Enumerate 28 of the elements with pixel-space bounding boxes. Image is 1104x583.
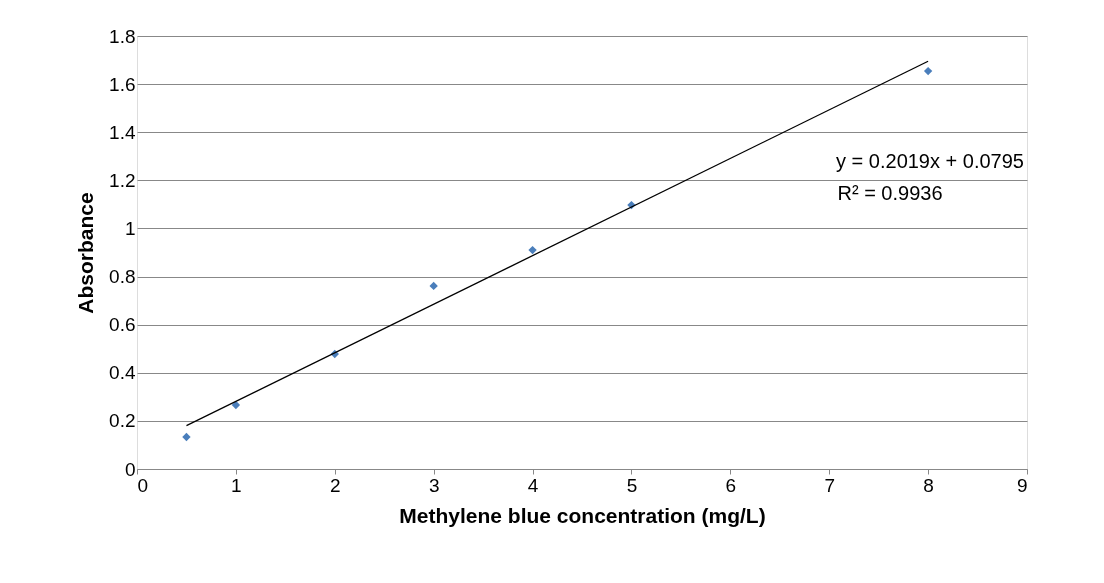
x-tick-label: 2 bbox=[329, 474, 341, 496]
point bbox=[923, 66, 933, 76]
point bbox=[429, 281, 438, 291]
x-tick-label: 8 bbox=[923, 474, 934, 496]
annotation: R² = 0.9936 bbox=[837, 182, 943, 204]
x-tick-label: 5 bbox=[626, 474, 638, 496]
y-tick-label: 1 bbox=[124, 217, 136, 239]
y-tick-label: 0.6 bbox=[109, 314, 136, 336]
y-tick-label: 0 bbox=[124, 458, 136, 480]
y-tick-label: 0.4 bbox=[109, 362, 136, 384]
x-tick-label: 9 bbox=[1016, 474, 1028, 496]
y-axis-title: Absorbance bbox=[74, 192, 98, 314]
y-tick-label: 0.2 bbox=[109, 410, 136, 432]
x-axis-title: Methylene blue concentration (mg/L) bbox=[399, 503, 766, 527]
annotation: y = 0.2019x + 0.0795 bbox=[836, 150, 1024, 172]
y-tick-label: 1.6 bbox=[109, 73, 136, 95]
y-tick-label: 1.4 bbox=[109, 121, 136, 143]
point bbox=[182, 432, 191, 442]
point bbox=[231, 400, 241, 410]
y-tick-label: 1.2 bbox=[109, 169, 136, 191]
y-tick-label: 1.8 bbox=[109, 25, 136, 47]
x-tick-label: 4 bbox=[527, 474, 539, 496]
y-tick-label: 0.8 bbox=[109, 266, 136, 288]
x-tick-label: 7 bbox=[824, 474, 836, 496]
x-tick-label: 6 bbox=[725, 474, 737, 496]
x-tick-label: 3 bbox=[428, 474, 440, 496]
x-tick-label: 1 bbox=[231, 474, 242, 496]
point bbox=[528, 245, 537, 255]
